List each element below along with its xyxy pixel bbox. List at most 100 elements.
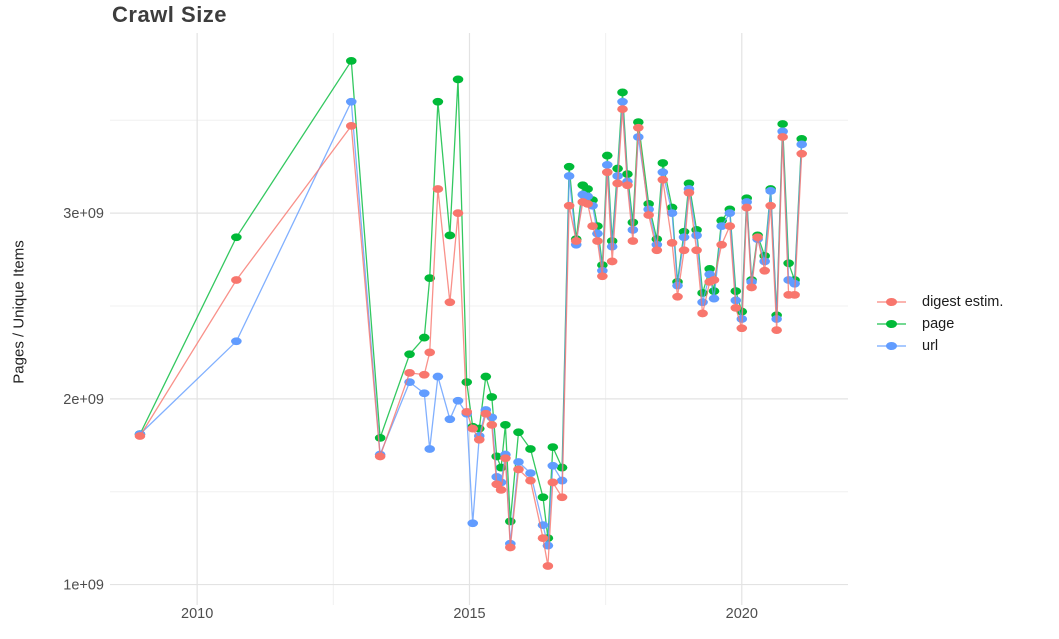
data-point-digest estim. xyxy=(724,222,736,231)
legend-item-digest-estim: digest estim. xyxy=(877,291,1003,313)
data-point-page xyxy=(432,97,444,106)
data-point-digest estim. xyxy=(678,246,690,255)
data-point-digest estim. xyxy=(708,276,720,284)
legend-label: url xyxy=(922,338,939,354)
data-point-digest estim. xyxy=(672,292,683,301)
data-point-digest estim. xyxy=(473,435,485,444)
data-point-url xyxy=(424,445,436,453)
data-point-url xyxy=(691,231,702,240)
data-point-digest estim. xyxy=(345,121,357,130)
legend-key-icon xyxy=(877,341,906,351)
data-point-page xyxy=(704,264,715,273)
data-point-digest estim. xyxy=(424,348,436,357)
data-point-digest estim. xyxy=(597,272,608,281)
data-point-page xyxy=(563,162,575,171)
data-point-digest estim. xyxy=(444,298,456,307)
legend: digest estim. page url xyxy=(877,291,1003,357)
x-tick-label: 2015 xyxy=(453,606,485,622)
data-point-digest estim. xyxy=(418,370,430,379)
data-point-digest estim. xyxy=(404,368,415,377)
data-point-url xyxy=(601,160,613,169)
data-point-page xyxy=(633,118,644,127)
data-point-page xyxy=(505,517,516,526)
data-point-digest estim. xyxy=(374,452,386,461)
legend-label: digest estim. xyxy=(922,294,1004,310)
data-point-page xyxy=(617,88,628,97)
data-point-page xyxy=(513,428,524,437)
data-point-url xyxy=(672,281,683,290)
data-point-url xyxy=(724,209,736,218)
data-point-digest estim. xyxy=(666,238,678,247)
data-point-digest estim. xyxy=(582,199,593,208)
legend-item-page: page xyxy=(877,313,1003,335)
data-point-digest estim. xyxy=(697,309,708,318)
data-point-digest estim. xyxy=(771,326,782,335)
data-point-page xyxy=(783,259,794,268)
data-point-url xyxy=(657,168,669,177)
data-point-digest estim. xyxy=(617,105,628,114)
data-point-digest estim. xyxy=(592,237,603,245)
data-point-page xyxy=(777,120,788,128)
data-point-url xyxy=(563,172,575,180)
data-point-digest estim. xyxy=(461,407,473,416)
data-point-digest estim. xyxy=(500,454,511,463)
data-point-digest estim. xyxy=(796,149,808,158)
legend-key-dot xyxy=(886,342,897,350)
x-tick-label: 2020 xyxy=(726,606,758,622)
y-tick-label: 1e+09 xyxy=(63,578,104,594)
data-point-digest estim. xyxy=(691,246,702,255)
data-point-page xyxy=(444,231,456,240)
data-point-page xyxy=(424,274,436,283)
y-axis-title: Pages / Unique Items xyxy=(10,240,28,384)
data-point-digest estim. xyxy=(741,203,752,212)
data-point-url xyxy=(765,186,776,195)
data-point-digest estim. xyxy=(556,493,568,502)
data-point-digest estim. xyxy=(542,562,554,570)
data-point-digest estim. xyxy=(231,276,242,284)
legend-label: page xyxy=(922,316,955,332)
data-point-url xyxy=(741,198,752,206)
data-point-digest estim. xyxy=(495,485,507,494)
x-tick-label: 2010 xyxy=(181,606,213,622)
chart-title: Crawl Size xyxy=(112,2,228,27)
data-point-url xyxy=(678,233,690,242)
data-point-page xyxy=(601,151,613,160)
data-point-digest estim. xyxy=(452,209,464,218)
data-point-page xyxy=(683,179,695,188)
data-point-page xyxy=(547,443,559,452)
data-point-url xyxy=(547,461,559,470)
data-point-page xyxy=(374,433,386,442)
data-point-url xyxy=(444,415,456,424)
data-point-digest estim. xyxy=(643,211,654,219)
data-point-digest estim. xyxy=(547,478,559,487)
data-point-digest estim. xyxy=(606,257,618,266)
data-point-page xyxy=(657,159,669,167)
data-point-url xyxy=(452,396,464,405)
data-point-page xyxy=(486,393,498,401)
data-point-digest estim. xyxy=(587,222,598,231)
data-point-url xyxy=(606,242,618,251)
data-point-page xyxy=(666,203,678,212)
data-point-page xyxy=(643,199,654,208)
data-point-digest estim. xyxy=(765,201,776,210)
data-point-digest estim. xyxy=(467,424,479,433)
data-point-page xyxy=(231,233,242,242)
data-point-digest estim. xyxy=(736,324,748,333)
data-point-url xyxy=(708,294,720,303)
data-point-url xyxy=(796,140,808,149)
data-point-page xyxy=(500,420,511,429)
y-tick-label: 2e+09 xyxy=(63,392,104,408)
data-point-page xyxy=(418,333,430,342)
data-point-digest estim. xyxy=(683,188,695,197)
data-point-digest estim. xyxy=(746,283,757,292)
data-point-url xyxy=(666,209,678,218)
data-point-digest estim. xyxy=(777,133,788,141)
data-point-digest estim. xyxy=(752,233,763,242)
data-point-digest estim. xyxy=(505,543,516,552)
data-point-url xyxy=(418,389,430,398)
data-point-digest estim. xyxy=(759,266,770,275)
legend-item-url: url xyxy=(877,335,1003,357)
data-point-url xyxy=(777,127,788,136)
